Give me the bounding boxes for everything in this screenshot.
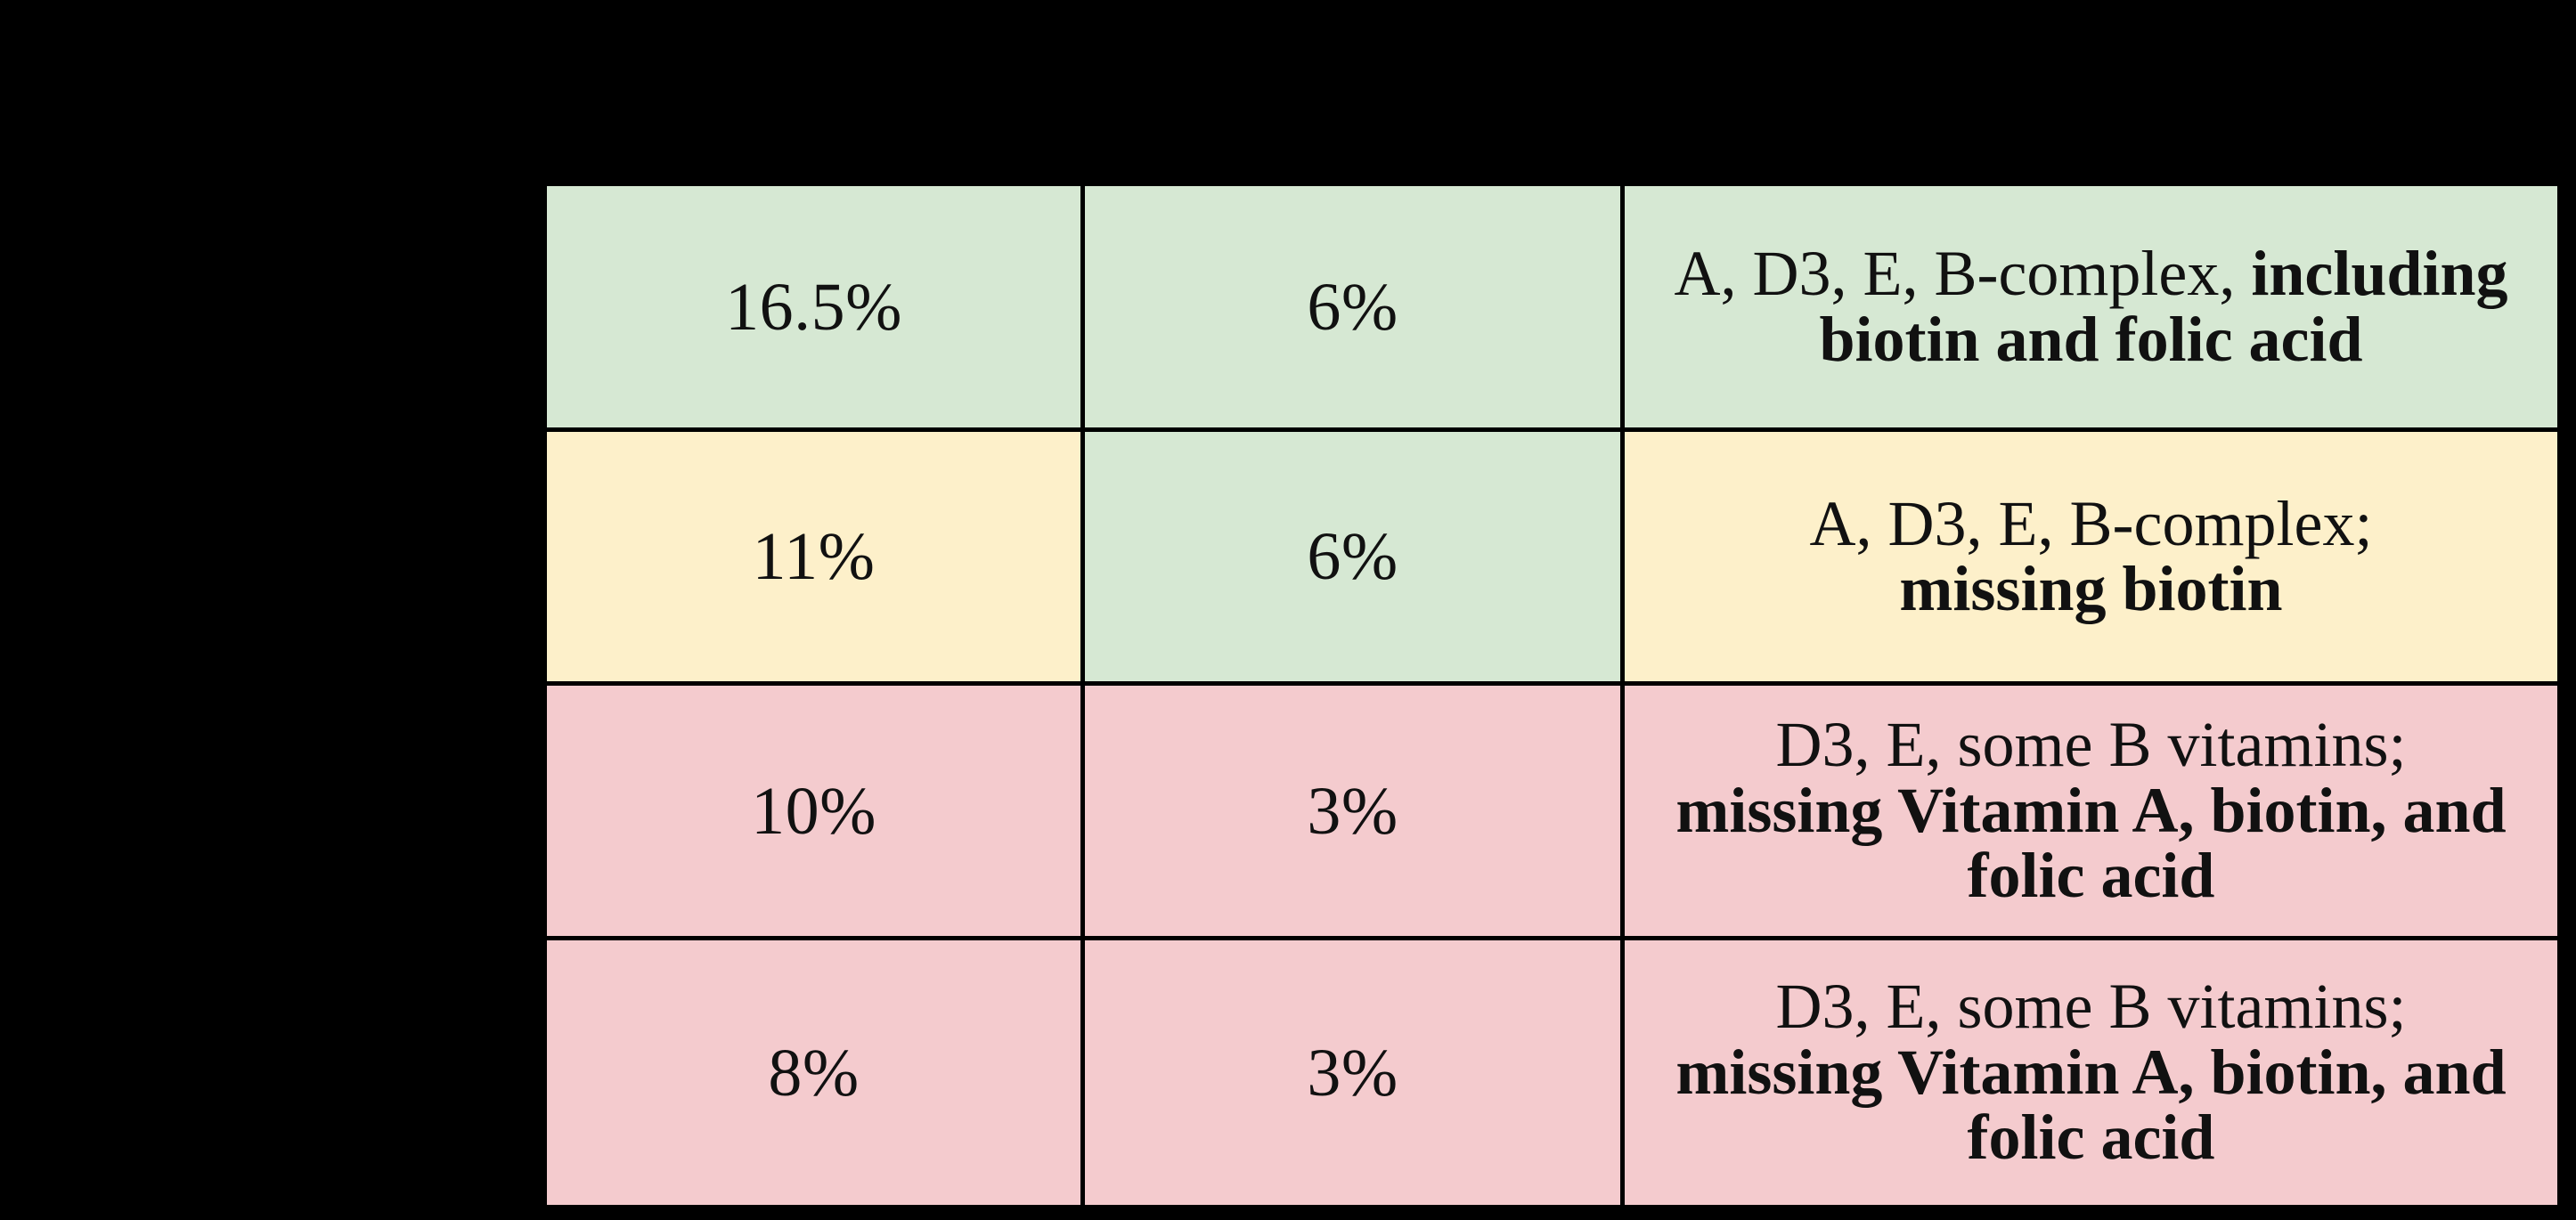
vitamin-list-text: D3, E, some B vitamins; xyxy=(1775,971,2407,1043)
row2-vitamins-cell: A, D3, E, B-complex; missing biotin xyxy=(1625,432,2557,681)
row2-percent2-cell: 6% xyxy=(1085,432,1620,681)
row1-percent2-cell: 6% xyxy=(1085,186,1620,427)
row2-percent1-cell: 11% xyxy=(547,432,1080,681)
row3-vitamins-cell: D3, E, some B vitamins; missing Vitamin A… xyxy=(1625,686,2557,936)
row1-percent1-cell: 16.5% xyxy=(547,186,1080,427)
row4-percent2-cell: 3% xyxy=(1085,940,1620,1205)
vitamin-list-text: A, D3, E, B-complex; xyxy=(1809,487,2373,559)
vitamin-list-text: A, D3, E, B-complex, xyxy=(1674,238,2252,310)
row1-vitamins-cell: A, D3, E, B-complex, including biotin an… xyxy=(1625,186,2557,427)
vitamin-emphasis-text: missing biotin xyxy=(1899,553,2283,624)
vitamin-list-text: D3, E, some B vitamins; xyxy=(1775,709,2407,781)
vitamin-emphasis-text: including biotin and folic acid xyxy=(1819,238,2508,375)
row3-percent1-cell: 10% xyxy=(547,686,1080,936)
row3-percent2-cell: 3% xyxy=(1085,686,1620,936)
vitamin-comparison-table: 16.5% 6% A, D3, E, B-complex, including … xyxy=(547,186,2557,1205)
vitamin-emphasis-text: missing Vitamin A, biotin, and folic aci… xyxy=(1675,1036,2507,1174)
row4-percent1-cell: 8% xyxy=(547,940,1080,1205)
vitamin-emphasis-text: missing Vitamin A, biotin, and folic aci… xyxy=(1675,774,2507,912)
row4-vitamins-cell: D3, E, some B vitamins; missing Vitamin A… xyxy=(1625,940,2557,1205)
